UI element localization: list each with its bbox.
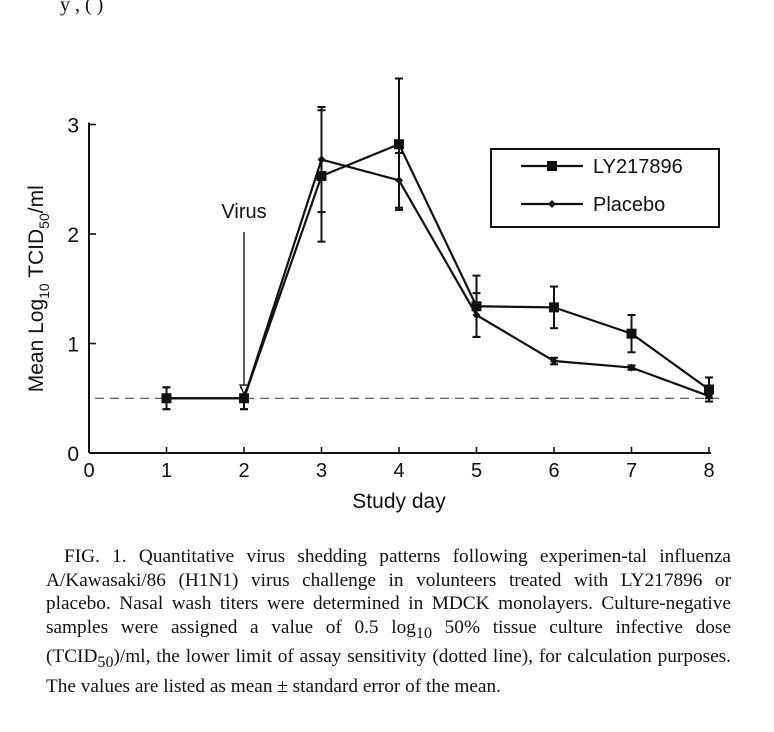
data-point-diamond (705, 392, 713, 401)
legend: LY217896 Placebo (490, 148, 720, 228)
data-point-diamond (472, 311, 481, 320)
x-axis-label: Study day (352, 490, 446, 513)
error-bars (162, 77, 713, 411)
series-markers (161, 139, 714, 404)
x-tick-label: 2 (238, 460, 249, 482)
y-tick-label: 0 (67, 443, 79, 466)
caption-text: FIG. 1. Quantitative virus shedding patt… (46, 546, 731, 638)
chart-axes (88, 122, 711, 454)
series-line-placebo (166, 158, 710, 400)
legend-marker-square (547, 161, 557, 171)
x-tick-label: 1 (161, 460, 172, 482)
series-lines (166, 143, 710, 400)
y-label-part: /ml (25, 185, 48, 213)
data-point-square (626, 328, 637, 339)
y-axis-label: Mean Log10 TCID50/ml (25, 185, 52, 392)
x-tick-label: 0 (83, 460, 94, 482)
y-tick-label: 2 (67, 224, 79, 247)
y-tick-label: 3 (67, 115, 79, 138)
tick-labels: 0 1 2 3 4 5 6 7 8 0 1 2 3 (67, 115, 714, 483)
data-point-diamond (240, 394, 248, 403)
data-point-diamond (550, 357, 558, 366)
x-tick-label: 7 (626, 460, 637, 482)
x-tick-label: 6 (548, 460, 559, 482)
data-point-diamond (317, 155, 326, 164)
annotation-arrowhead (238, 384, 250, 396)
data-point-square (549, 302, 559, 313)
x-tick-label: 5 (471, 460, 482, 482)
x-tick-label: 8 (703, 460, 714, 482)
figure-caption: FIG. 1. Quantitative virus shedding patt… (46, 545, 731, 698)
data-point-diamond (627, 363, 636, 372)
virus-annotation: Virus (221, 201, 267, 396)
x-tick-label: 4 (393, 460, 404, 482)
caption-subscript: 50 (97, 654, 114, 672)
y-tick-label: 1 (67, 334, 79, 357)
legend-marker-diamond (548, 200, 556, 208)
legend-label-ly217896: LY217896 (593, 156, 683, 178)
data-point-square (394, 139, 404, 150)
caption-subscript: 10 (415, 624, 432, 642)
data-point-square (316, 170, 327, 181)
annotation-label: Virus (221, 201, 266, 223)
data-point-diamond (162, 394, 171, 403)
legend-box (490, 148, 720, 228)
y-label-subscript: 50 (36, 213, 52, 229)
truncated-text-line: y , ( ) (60, 0, 104, 16)
caption-text: 50% tissue culture infective dose (TCID (46, 616, 731, 668)
legend-label-placebo: Placebo (593, 194, 665, 216)
x-tick-label: 3 (316, 460, 327, 482)
data-point-square (471, 301, 482, 312)
y-label-subscript: 10 (36, 283, 52, 299)
line-chart: 0 1 2 3 4 5 6 7 8 0 1 2 3 Virus Study day Mean Log10… (25, 77, 720, 513)
data-point-diamond (395, 176, 403, 185)
data-point-square (704, 384, 714, 395)
y-label-part: Mean Log (25, 299, 48, 392)
caption-text: )/ml, the lower limit of assay sensitivi… (46, 646, 731, 697)
y-label-part: TCID (25, 229, 48, 283)
